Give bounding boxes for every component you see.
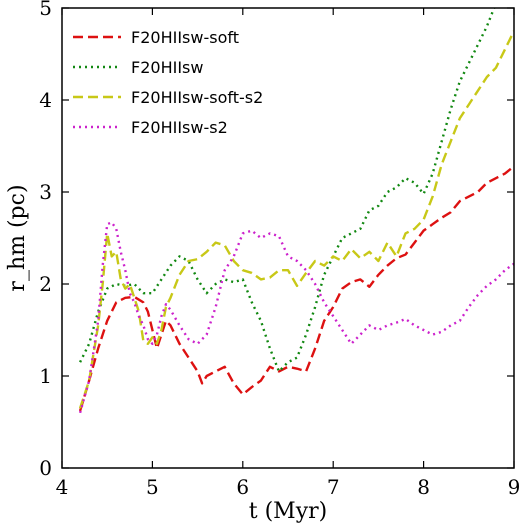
legend-label-2: F20HIIsw-soft-s2 — [131, 88, 263, 107]
x-tick-label-4: 8 — [417, 475, 430, 499]
x-tick-label-5: 9 — [508, 475, 520, 499]
series-layer — [78, 8, 514, 414]
y-axis-label: r_hm (pc) — [5, 184, 30, 291]
y-tick-label-0: 0 — [39, 456, 52, 480]
x-tick-label-0: 4 — [56, 475, 69, 499]
series-line-0 — [78, 165, 514, 412]
y-tick-label-1: 1 — [39, 364, 52, 388]
x-tick-label-3: 7 — [327, 475, 340, 499]
series-line-3 — [78, 221, 514, 414]
legend-label-3: F20HIIsw-s2 — [131, 118, 228, 137]
x-axis: 4 5 6 7 8 9 — [56, 8, 520, 499]
y-axis: 0 1 2 3 4 5 — [39, 0, 514, 480]
y-tick-label-5: 5 — [39, 0, 52, 20]
series-line-2 — [78, 30, 514, 409]
legend-label-0: F20HIIsw-soft — [131, 28, 239, 47]
series-line-1 — [79, 8, 496, 373]
y-tick-label-3: 3 — [39, 180, 52, 204]
plot-frame — [61, 7, 515, 469]
x-tick-label-2: 6 — [236, 475, 249, 499]
legend-label-1: F20HIIsw — [131, 58, 203, 77]
x-tick-label-1: 5 — [146, 475, 159, 499]
y-tick-label-2: 2 — [39, 272, 52, 296]
x-axis-label: t (Myr) — [249, 499, 327, 524]
legend: F20HIIsw-soft F20HIIsw F20HIIsw-soft-s2 F20… — [73, 28, 263, 137]
y-tick-label-4: 4 — [39, 88, 52, 112]
